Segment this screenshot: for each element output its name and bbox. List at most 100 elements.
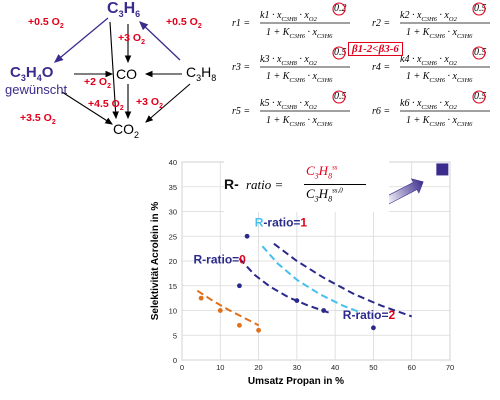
x-tick-label: 0 <box>180 363 184 372</box>
o2-order: 0.5 <box>334 47 347 58</box>
ratio-denominator: C3H8ss,0 <box>306 186 343 204</box>
arrow-propane-propene <box>139 21 181 61</box>
y-tick-label: 15 <box>169 282 177 291</box>
rate-denominator: 1 + KC3H6 · xC3H6 <box>406 71 473 84</box>
rate-name: r3 = <box>232 62 250 73</box>
y-tick-label: 25 <box>169 232 177 241</box>
rate-name: r2 = <box>372 18 390 29</box>
rate-equations: r1 = k1 · xC3H8 · xO2 0.2 1 + KC3H6 · xC3H6… <box>232 2 490 128</box>
rate-denominator: 1 + KC3H6 · xC3H6 <box>406 115 473 128</box>
arrow-acrolein-co2 <box>61 91 113 125</box>
y-axis-title: Selektivität Acrolein in % <box>150 202 161 321</box>
data-point <box>237 322 242 328</box>
y-tick-label: 35 <box>169 183 177 192</box>
order-circle <box>332 46 346 60</box>
o2-order: 0.5 <box>474 3 487 14</box>
o2-label-acrolein-co: +2 O2 <box>84 76 111 91</box>
y-tick-label: 30 <box>169 208 177 217</box>
o2-label-acrolein-co2: +3.5 O2 <box>20 112 56 127</box>
rate-denominator: 1 + KC3H6 · xC3H6 <box>266 71 333 84</box>
trend-line <box>261 245 363 314</box>
arrow-propene-co2 <box>109 21 119 120</box>
data-point <box>294 298 300 303</box>
scheme-arrows <box>53 17 191 125</box>
trend-line <box>273 242 413 318</box>
rate-numerator: k5 · xC3H8 · xO2 <box>260 98 318 111</box>
rate-denominator: 1 + KC3H6 · xC3H6 <box>266 115 333 128</box>
ratio-formula: R- ratio = C3H8ss C3H8ss,0 <box>224 160 389 212</box>
rate-numerator: k3 · xC3H8 · xO2 <box>260 54 318 67</box>
trend-line <box>196 289 260 327</box>
data-point <box>244 233 250 239</box>
y-tick-label: 10 <box>169 307 177 316</box>
y-tick-label: 20 <box>169 257 177 266</box>
rate-name: r5 = <box>232 106 250 117</box>
x-tick-label: 20 <box>254 363 262 372</box>
rate-denominator: 1 + KC3H6 · xC3H6 <box>266 27 333 40</box>
order-circle <box>332 90 346 104</box>
data-point <box>256 327 261 333</box>
rate-equation-3: r3 = k3 · xC3H8 · xO2 0.5 1 + KC3H6 · xC3H6 <box>232 46 350 84</box>
rate-numerator: k2 · xC3H6 · xO2 <box>400 10 458 23</box>
ratio-annotation-2: R-ratio=2 <box>343 308 396 322</box>
order-circle <box>472 46 486 60</box>
x-axis-title: Umsatz Propan in % <box>248 376 344 387</box>
rate-name: r4 = <box>372 62 390 73</box>
order-circle <box>472 90 486 104</box>
ratio-fraction-line <box>304 184 366 185</box>
data-point <box>237 283 242 289</box>
y-tick-label: 40 <box>169 158 177 167</box>
rate-name: r1 = <box>232 18 250 29</box>
trend-line <box>238 257 332 315</box>
ratio-word: ratio = <box>246 177 284 192</box>
ratio-numerator: C3H8ss <box>306 163 338 181</box>
co-label: CO <box>116 66 137 82</box>
rate-numerator: k6 · xC3H6 · xO2 <box>400 98 458 111</box>
y-tick-label: 5 <box>173 331 177 340</box>
propene-label: C3H6 <box>107 0 141 20</box>
o2-label-right: +0.5 O2 <box>166 16 202 31</box>
arrow-propene-acrolein <box>53 17 109 63</box>
arrow-propane-co2 <box>145 83 191 123</box>
rate-equation-1: r1 = k1 · xC3H8 · xO2 0.2 1 + KC3H6 · xC3H6 <box>232 2 350 40</box>
acrolein-label: C3H4O <box>10 64 54 83</box>
rate-equation-5: r5 = k5 · xC3H8 · xO2 0.5 1 + KC3H6 · xC3H6 <box>232 90 350 128</box>
o2-order: 0.2 <box>334 3 347 14</box>
ratio-annotation-1: R-ratio=1 <box>255 215 308 229</box>
x-tick-label: 40 <box>331 363 339 372</box>
data-point <box>198 295 204 301</box>
rate-equation-4: r4 = k4 · xC3H6 · xO2 0.5 1 + KC3H6 · xC3H6 <box>372 46 490 84</box>
co2-label: CO2 <box>113 121 140 140</box>
order-circle <box>332 2 346 16</box>
x-tick-label: 60 <box>408 363 416 372</box>
o2-label-left: +0.5 O2 <box>28 16 64 31</box>
o2-order: 0.5 <box>334 91 347 102</box>
rate-numerator: k4 · xC3H6 · xO2 <box>400 54 458 67</box>
o2-label-propene-co: +3 O2 <box>118 32 145 47</box>
o2-label-co-co2: +4.5 O2 <box>88 98 124 113</box>
ratio-annotation-0: R-ratio=0 <box>193 252 246 266</box>
rate-name: r6 = <box>372 106 390 117</box>
data-point <box>217 308 223 313</box>
data-point <box>321 308 327 313</box>
x-tick-label: 10 <box>216 363 224 372</box>
x-tick-label: 30 <box>293 363 301 372</box>
o2-label-propene-co2: +3 O2 <box>136 96 163 111</box>
marker-square <box>436 163 449 176</box>
rate-equation-6: r6 = k6 · xC3H6 · xO2 0.5 1 + KC3H6 · xC3H6 <box>372 90 490 128</box>
order-circle <box>472 2 486 16</box>
beta-note: β1-2<β3-6 <box>348 42 403 56</box>
o2-order: 0.5 <box>474 91 487 102</box>
reaction-scheme: C3H6 C3H4O gewünscht CO C3H8 CO2 +0.5 O2… <box>0 0 225 145</box>
y-tick-label: 0 <box>173 356 177 365</box>
trend-arrow <box>382 178 424 206</box>
propane-label: C3H8 <box>186 64 217 83</box>
rate-denominator: 1 + KC3H6 · xC3H6 <box>406 27 473 40</box>
rate-equation-2: r2 = k2 · xC3H6 · xO2 0.5 1 + KC3H6 · xC3H6 <box>372 2 490 40</box>
data-point <box>371 325 376 331</box>
o2-order: 0.5 <box>474 47 487 58</box>
rate-numerator: k1 · xC3H8 · xO2 <box>260 10 318 23</box>
x-tick-label: 70 <box>446 363 454 372</box>
desired-label: gewünscht <box>5 82 68 97</box>
ratio-r-label: R- <box>224 176 239 192</box>
